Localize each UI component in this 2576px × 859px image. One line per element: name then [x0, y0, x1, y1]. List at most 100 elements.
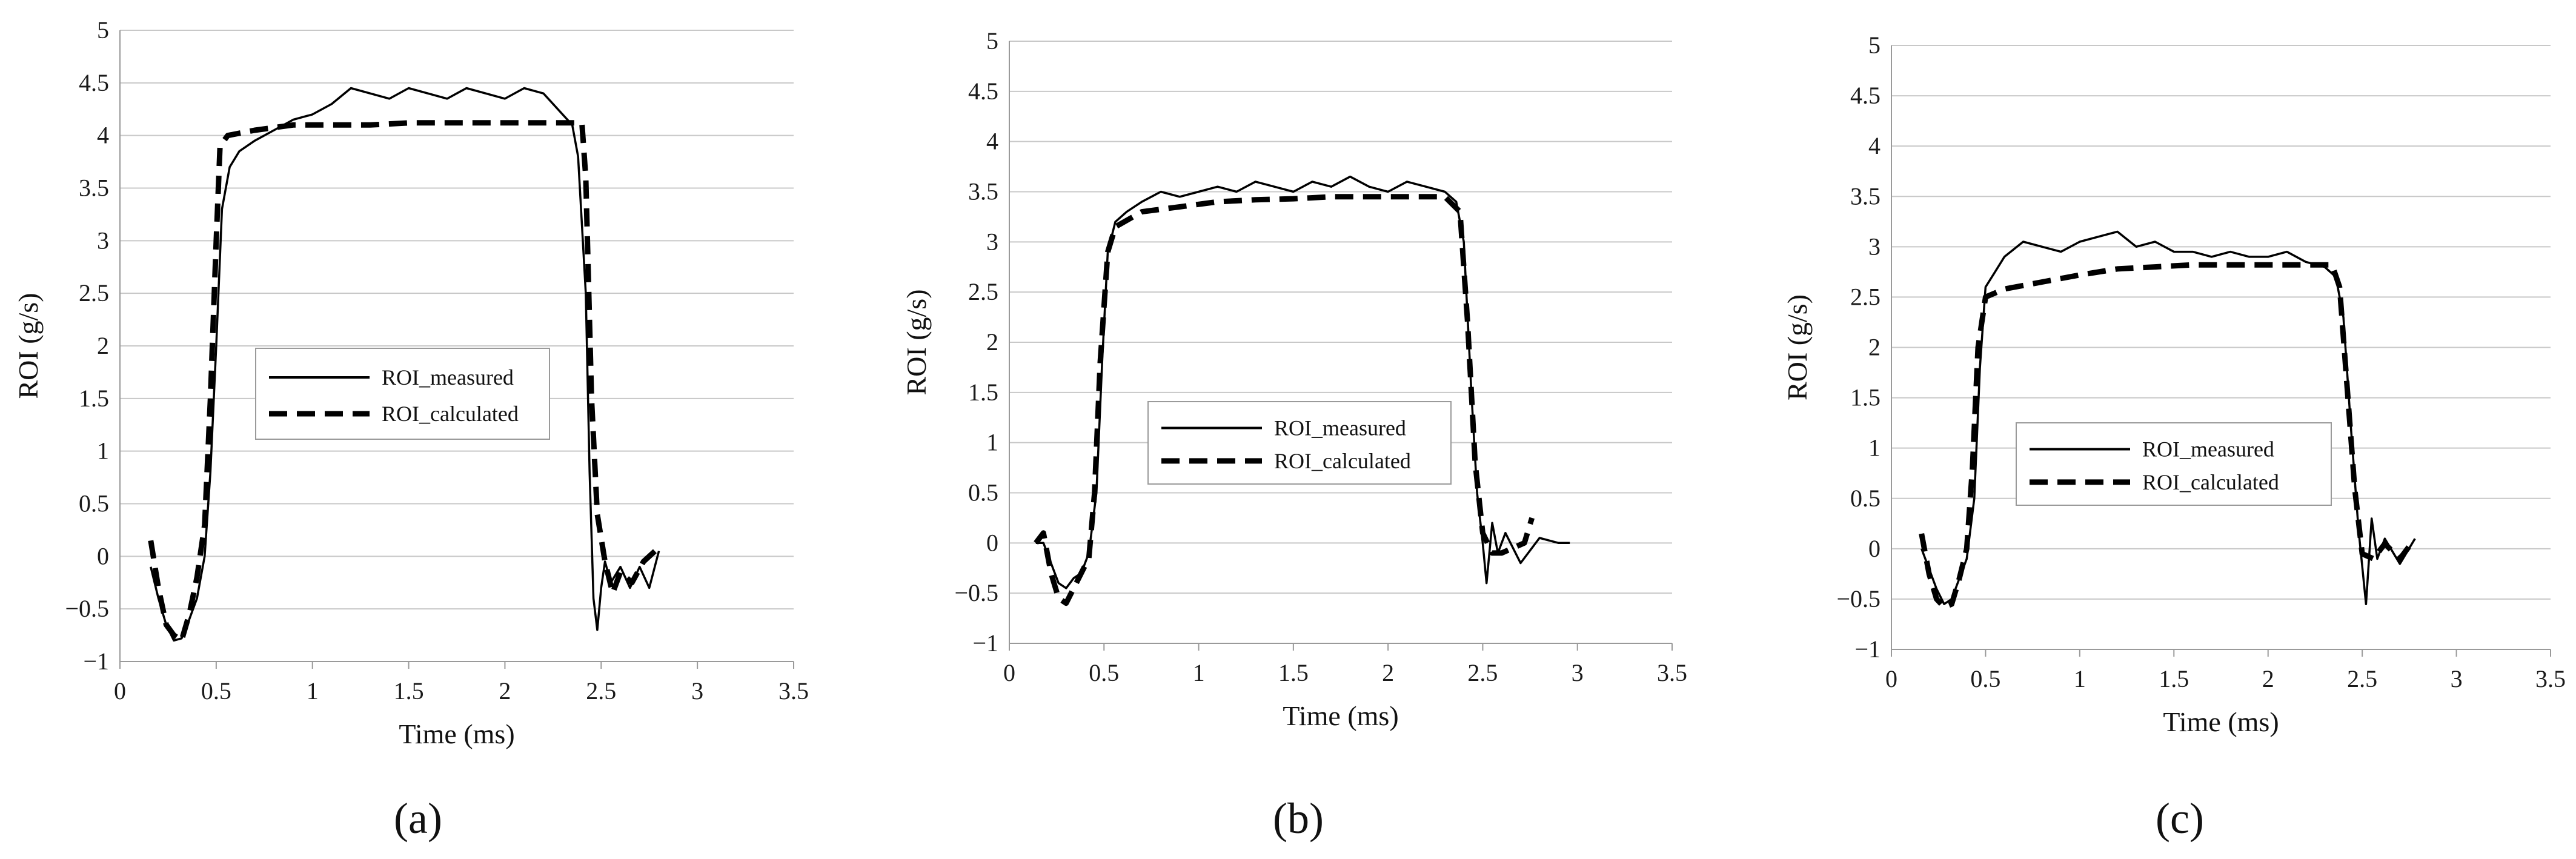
series-line-measured [1035, 175, 1570, 589]
x-tick-label: 2.5 [1467, 659, 1498, 686]
y-tick-label: 4.5 [1850, 82, 1881, 109]
y-tick-label: 1.5 [1850, 384, 1881, 411]
x-tick-label: 1.5 [1278, 659, 1309, 686]
chart-panel-a: −1 −0.5 0 0.5 1 1.5 2 2.5 3 3.5 4 4.5 5 0 0.5 1 1.5 2 2.5… [13, 16, 809, 749]
legend-label-measured: ROI_measured [1274, 416, 1406, 440]
x-tick-label: 3.5 [778, 677, 809, 705]
x-tick-label: 0 [1003, 659, 1015, 686]
y-tick-label: 0 [97, 542, 109, 569]
series-lines [1919, 230, 2416, 610]
series-line-calculated [1919, 262, 2414, 610]
x-tick-label: 2.5 [2347, 665, 2377, 692]
axes [1891, 45, 2551, 657]
y-tick-label: 2 [986, 328, 998, 356]
legend-box [255, 348, 550, 440]
y-tick-label: −0.5 [1836, 585, 1881, 612]
series-lines [1034, 175, 1570, 606]
y-tick-label: 2.5 [79, 279, 109, 307]
x-tick-label: 1 [307, 677, 319, 705]
y-tick-label: 2.5 [1850, 283, 1881, 310]
caption-c: (c) [2156, 794, 2204, 843]
y-tick-label: −1 [972, 629, 998, 657]
y-tick-label: 3.5 [79, 174, 109, 202]
y-tick-label: −1 [83, 648, 109, 675]
axes [1009, 41, 1673, 651]
y-tick-label: 3.5 [1850, 182, 1881, 210]
y-tick-label: 4 [97, 122, 109, 149]
legend: ROI_measured ROI_calculated [255, 348, 550, 440]
x-tick-label: 3.5 [2535, 665, 2566, 692]
x-tick-label: 3.5 [1657, 659, 1687, 686]
x-tick-label: 0 [114, 677, 126, 705]
legend: ROI_measured ROI_calculated [2016, 422, 2332, 506]
y-tick-label: 1 [986, 429, 998, 456]
y-tick-label: 2.5 [968, 278, 998, 305]
y-tick-label: 5 [1868, 32, 1881, 59]
caption-b: (b) [1273, 794, 1324, 843]
legend-box [1147, 401, 1452, 485]
legend-label-measured: ROI_measured [382, 365, 514, 390]
x-tick-label: 2 [499, 677, 511, 705]
gridlines [1009, 41, 1672, 644]
y-tick-label: 4 [1868, 132, 1881, 159]
x-tick-label: 2 [1382, 659, 1394, 686]
x-tick-label: 0.5 [1970, 665, 2000, 692]
y-tick-label: 5 [97, 16, 109, 44]
x-tick-labels: 0 0.5 1 1.5 2 2.5 3 3.5 [1003, 659, 1687, 686]
legend-label-measured: ROI_measured [2142, 437, 2274, 462]
y-tick-label: 4 [986, 128, 998, 155]
gridlines [1891, 45, 2551, 650]
y-tick-label: 0.5 [1850, 485, 1881, 512]
y-tick-label: 3 [1868, 233, 1881, 260]
y-tick-label: 0.5 [968, 479, 998, 506]
y-axis-label: ROI (g/s) [901, 289, 932, 395]
y-tick-label: 2 [97, 332, 109, 359]
x-axis-label: Time (ms) [2163, 706, 2279, 737]
y-tick-labels: −1 −0.5 0 0.5 1 1.5 2 2.5 3 3.5 4 4.5 5 [65, 16, 109, 675]
y-tick-label: −0.5 [954, 579, 998, 606]
y-tick-label: 1.5 [968, 379, 998, 406]
series-line-calculated [148, 120, 657, 643]
y-tick-label: 0 [986, 529, 998, 556]
y-tick-label: −1 [1854, 635, 1881, 663]
legend: ROI_measured ROI_calculated [1147, 401, 1452, 485]
x-tick-label: 3 [2451, 665, 2463, 692]
x-tick-label: 3 [691, 677, 703, 705]
x-tick-label: 2.5 [586, 677, 616, 705]
y-tick-labels: −1 −0.5 0 0.5 1 1.5 2 2.5 3 3.5 4 4.5 5 [1836, 32, 1881, 663]
y-tick-label: 1.5 [79, 385, 109, 412]
x-tick-label: 1.5 [394, 677, 424, 705]
y-axis-label: ROI (g/s) [13, 293, 44, 399]
x-axis-label: Time (ms) [1283, 700, 1398, 731]
y-tick-label: 0 [1868, 535, 1881, 562]
y-axis-label: ROI (g/s) [1782, 294, 1813, 400]
y-tick-label: 3.5 [968, 178, 998, 205]
x-tick-label: 1 [1193, 659, 1205, 686]
y-tick-label: 2 [1868, 334, 1881, 361]
x-tick-label: 1.5 [2159, 665, 2189, 692]
y-tick-label: 1 [1868, 434, 1881, 462]
legend-label-calculated: ROI_calculated [382, 402, 519, 426]
x-tick-labels: 0 0.5 1 1.5 2 2.5 3 3.5 [1885, 665, 2566, 692]
caption-a: (a) [394, 794, 442, 843]
x-tick-label: 3 [1572, 659, 1584, 686]
chart-panel-c: −1 −0.5 0 0.5 1 1.5 2 2.5 3 3.5 4 4.5 5 0 0.5 1 1.5 2 2.5… [1782, 32, 2566, 737]
x-axis-label: Time (ms) [399, 718, 514, 749]
y-tick-label: 4.5 [968, 78, 998, 105]
y-tick-label: 3 [97, 227, 109, 254]
series-line-measured [150, 87, 660, 642]
x-tick-labels: 0 0.5 1 1.5 2 2.5 3 3.5 [114, 677, 809, 705]
x-tick-label: 1 [2074, 665, 2086, 692]
legend-label-calculated: ROI_calculated [1274, 449, 1411, 473]
chart-panel-b: −1 −0.5 0 0.5 1 1.5 2 2.5 3 3.5 4 4.5 5 0 0.5 1 1.5 2 2.5… [901, 27, 1687, 731]
y-tick-label: 5 [986, 27, 998, 55]
y-tick-label: 0.5 [79, 490, 109, 517]
x-tick-label: 2 [2262, 665, 2274, 692]
legend-label-calculated: ROI_calculated [2142, 470, 2279, 494]
x-tick-label: 0 [1885, 665, 1897, 692]
series-lines [148, 87, 660, 643]
series-line-calculated [1034, 194, 1535, 606]
y-tick-label: 3 [986, 228, 998, 255]
legend-box [2016, 422, 2332, 506]
x-tick-label: 0.5 [1089, 659, 1119, 686]
